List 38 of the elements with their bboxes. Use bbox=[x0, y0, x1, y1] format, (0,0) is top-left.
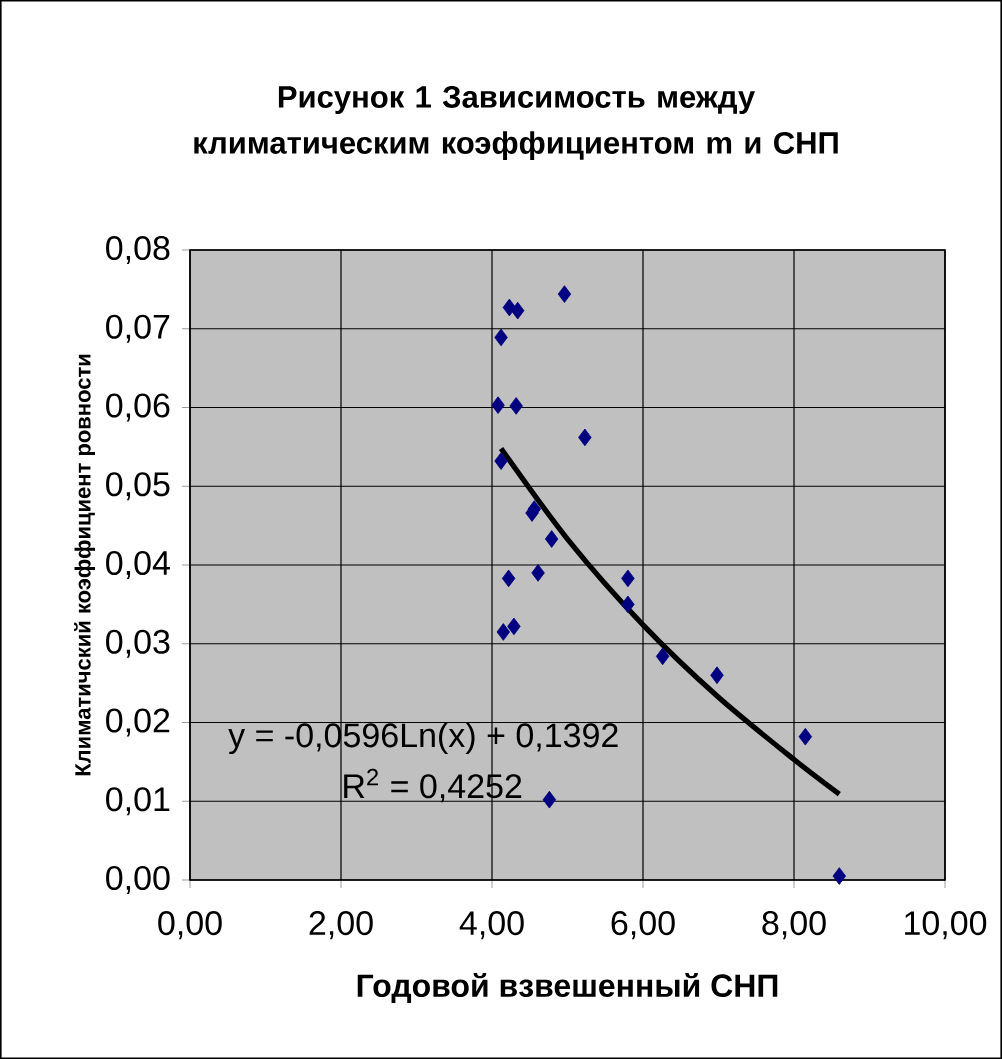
point bbox=[798, 727, 813, 746]
point bbox=[655, 647, 670, 666]
y-tick-label: 0,05 bbox=[106, 472, 170, 501]
point bbox=[544, 530, 559, 548]
point bbox=[710, 666, 724, 685]
x-tick-label: 10,00 bbox=[905, 911, 987, 940]
x-tick-label: 6,00 bbox=[611, 911, 675, 940]
x-tick-label: 2,00 bbox=[309, 911, 373, 940]
point bbox=[494, 328, 508, 347]
y-tick-label: 0,07 bbox=[106, 314, 170, 343]
point bbox=[507, 617, 521, 636]
point bbox=[578, 428, 592, 447]
y-tick-label: 0,01 bbox=[106, 787, 170, 816]
point bbox=[509, 397, 523, 415]
point bbox=[621, 569, 635, 588]
y-tick-label: 0,04 bbox=[106, 550, 170, 580]
y-tick-label: 0,08 bbox=[106, 235, 170, 265]
chart-title: Рисунок 1 Зависимость между климатическим коэффициентом m и СНП bbox=[194, 85, 838, 161]
x-axis-title: Годовой взвешенный СНП bbox=[357, 972, 778, 1004]
point bbox=[491, 396, 505, 414]
y-tick-label: 0,06 bbox=[106, 393, 170, 422]
point bbox=[496, 623, 511, 641]
y-tick-label: 0,03 bbox=[106, 629, 170, 658]
point bbox=[525, 504, 539, 522]
y-tick-label: 0,00 bbox=[106, 865, 170, 895]
point bbox=[494, 452, 508, 470]
x-tick-label: 0,00 bbox=[158, 911, 222, 940]
point bbox=[557, 285, 572, 303]
point bbox=[832, 867, 846, 885]
y-tick-label: 0,02 bbox=[106, 708, 170, 737]
y-axis-title: Климатичский коэффициент ровности bbox=[74, 354, 96, 776]
point bbox=[501, 569, 516, 588]
x-tick-label: 4,00 bbox=[459, 911, 524, 940]
x-tick-label: 8,00 bbox=[762, 911, 826, 940]
point bbox=[531, 564, 545, 582]
point bbox=[510, 301, 525, 320]
point bbox=[621, 595, 635, 614]
point bbox=[542, 790, 557, 809]
